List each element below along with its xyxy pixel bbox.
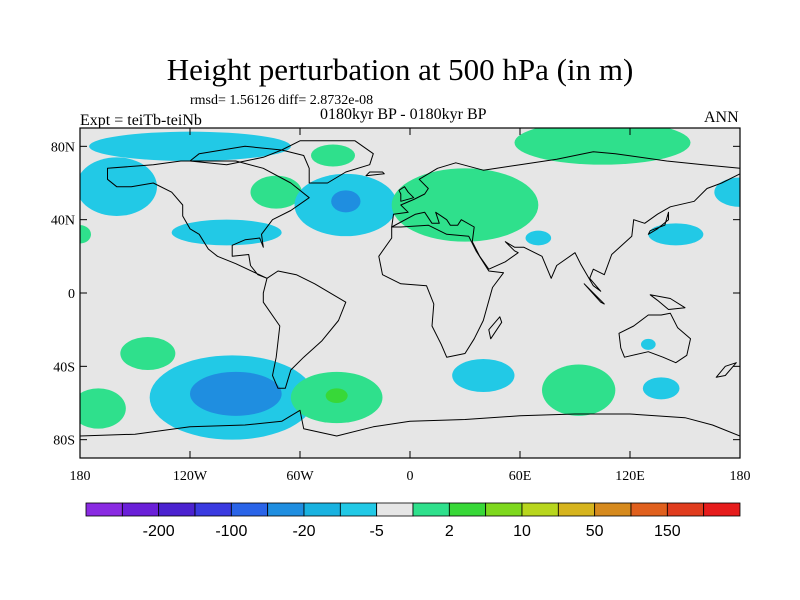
- lat-label: 80S: [53, 434, 75, 449]
- colorbar-tick-label: -5: [370, 523, 384, 540]
- field-region-16: [190, 371, 282, 416]
- colorbar-labels: -200 -100 -20 -5 2 10 50 150: [143, 523, 681, 540]
- lat-label: 40S: [53, 360, 75, 375]
- field-region-20: [542, 364, 616, 416]
- lon-label: 0: [407, 469, 414, 484]
- axis-ticks: [79, 128, 741, 458]
- field-region-11: [648, 223, 704, 246]
- contour-fields: [80, 128, 740, 440]
- lon-label: 180: [70, 469, 91, 484]
- colorbar-tick-label: -100: [215, 523, 247, 540]
- lon-label: 120E: [615, 469, 645, 484]
- lon-label: 60E: [509, 469, 532, 484]
- field-region-4: [311, 144, 355, 167]
- lon-label: 120W: [173, 469, 208, 484]
- colorbar-box: [594, 502, 632, 517]
- colorbar-tick-label: 2: [445, 523, 454, 540]
- coastline-3: [378, 224, 504, 358]
- lon-label: 180: [730, 469, 751, 484]
- season-label: ANN: [704, 109, 739, 126]
- colorbar-box: [666, 502, 705, 517]
- coastline-1: [262, 270, 347, 389]
- field-region-10: [714, 177, 740, 207]
- coastline-7: [398, 186, 415, 202]
- field-region-14: [80, 388, 126, 429]
- rmsd-diff-stats: rmsd= 1.56126 diff= 2.8732e-08: [190, 93, 374, 108]
- lon-axis-labels: 180 120W 60W 0 60E 120E 180: [70, 469, 751, 484]
- colorbar-box: [557, 502, 596, 517]
- coastline-9: [365, 171, 385, 177]
- colorbar-tick-label: -200: [143, 523, 175, 540]
- field-region-21: [642, 377, 680, 400]
- coastline-13: [649, 294, 686, 310]
- period-label: 0180kyr BP - 0180kyr BP: [320, 106, 487, 123]
- colorbar-box: [448, 502, 487, 517]
- coastline-2: [281, 140, 374, 184]
- coastline-0: [107, 160, 310, 279]
- colorbar-tick-label: 10: [513, 523, 531, 540]
- field-region-22: [641, 338, 656, 350]
- colorbar-box: [485, 502, 523, 517]
- lat-label: 40N: [51, 214, 75, 229]
- colorbar-box: [230, 502, 269, 517]
- coastline-5: [618, 312, 691, 364]
- colorbar-box: [376, 502, 414, 517]
- colorbar-tick-label: 50: [586, 523, 604, 540]
- coastline-4: [391, 151, 740, 292]
- field-region-9: [514, 128, 691, 165]
- colorbar-box: [85, 502, 123, 517]
- field-region-12: [80, 225, 91, 244]
- field-region-2: [171, 219, 282, 246]
- field-region-13: [120, 337, 176, 370]
- coastline-12: [715, 362, 737, 378]
- field-region-19: [452, 359, 515, 392]
- lat-label: 80N: [51, 140, 75, 155]
- field-region-3: [250, 175, 302, 209]
- colorbar-tick-label: 150: [654, 523, 681, 540]
- coastline-10: [647, 211, 669, 235]
- colorbar-box: [339, 502, 378, 517]
- field-region-1: [89, 131, 291, 161]
- lat-axis-labels: 80N 40N 0 40S 80S: [51, 140, 75, 448]
- colorbar-box: [630, 502, 668, 517]
- coastline-8: [488, 316, 503, 340]
- colorbar-box: [412, 502, 450, 517]
- colorbar-box: [267, 502, 305, 517]
- colorbar-box: [121, 502, 160, 517]
- colorbar-box: [303, 502, 341, 517]
- experiment-label: Expt = teiTb-teiNb: [80, 112, 202, 129]
- coastline-14: [189, 145, 283, 166]
- lat-label: 0: [68, 287, 75, 302]
- colorbar-box: [521, 502, 559, 517]
- colorbar: [85, 502, 741, 517]
- field-region-7: [391, 168, 539, 242]
- colorbar-box: [194, 502, 232, 517]
- field-region-8: [525, 230, 552, 246]
- map-title: Height perturbation at 500 hPa (in m): [166, 52, 634, 87]
- coastline-11: [583, 283, 605, 305]
- colorbar-box: [158, 502, 196, 517]
- colorbar-box: [703, 502, 741, 517]
- lon-label: 60W: [286, 469, 314, 484]
- field-region-18: [325, 388, 348, 403]
- coastline-6: [80, 409, 740, 458]
- field-region-6: [331, 190, 361, 213]
- coastlines: [80, 140, 740, 458]
- colorbar-tick-label: -20: [292, 523, 315, 540]
